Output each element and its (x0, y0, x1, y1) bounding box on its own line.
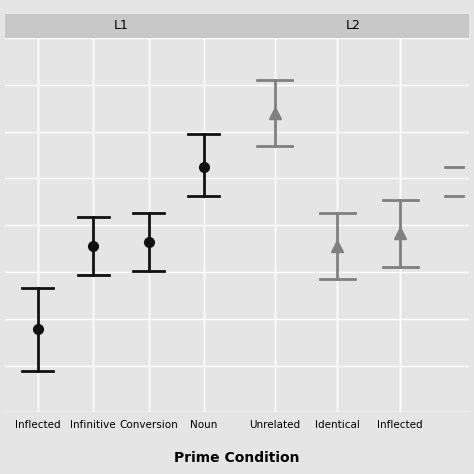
FancyBboxPatch shape (237, 14, 469, 38)
FancyBboxPatch shape (5, 14, 237, 38)
Text: L2: L2 (346, 19, 361, 32)
Text: L1: L1 (113, 19, 128, 32)
Text: Prime Condition: Prime Condition (174, 450, 300, 465)
